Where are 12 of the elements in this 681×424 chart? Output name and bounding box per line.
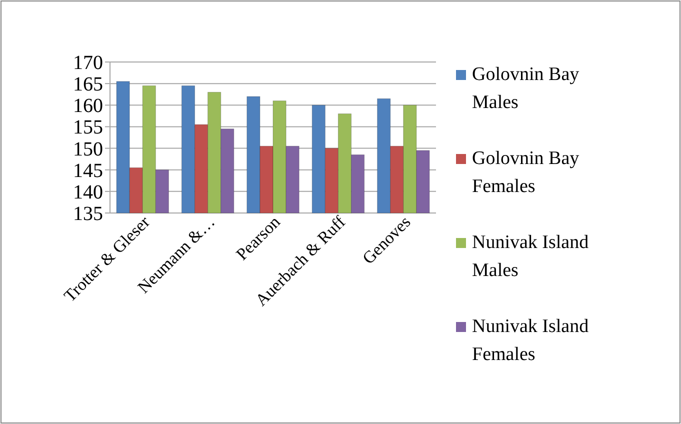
y-tick-label: 135	[73, 203, 103, 225]
y-tick-label: 160	[73, 95, 103, 118]
y-tick-label: 165	[73, 74, 103, 96]
y-tick-label: 150	[73, 138, 103, 160]
legend-label: Golovnin Bay Males	[472, 64, 580, 113]
y-tick-label: 145	[73, 160, 103, 182]
y-tick-label: 155	[73, 116, 103, 139]
legend-label: Nunivak Island Females	[472, 316, 590, 365]
y-tick-label: 140	[73, 181, 103, 204]
legend-label: Golovnin Bay Females	[472, 148, 580, 197]
legend-label: Nunivak Island Males	[472, 232, 590, 281]
y-tick-label: 170	[73, 52, 103, 74]
